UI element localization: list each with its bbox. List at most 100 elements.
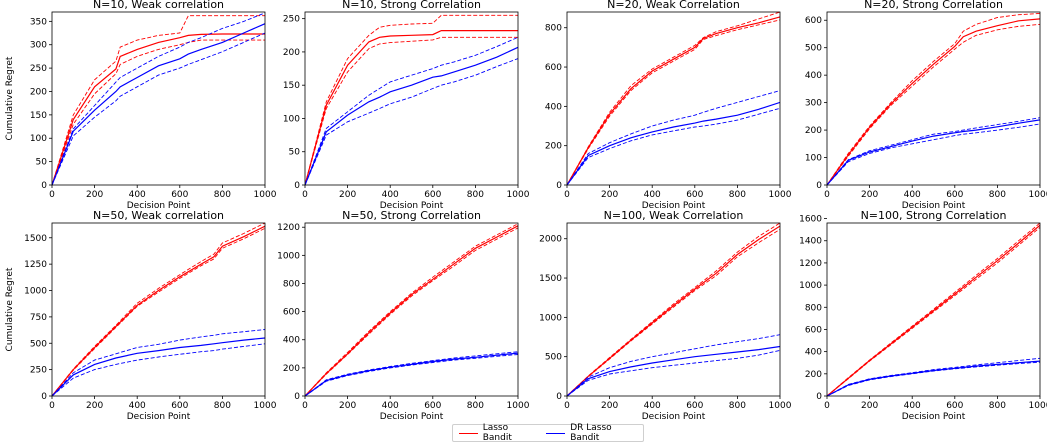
x-tick-label: 800 — [729, 401, 746, 411]
panel-n-50-strong-correlation: N=50, Strong Correlation 0 200 400 600 800 100… — [277, 209, 530, 422]
plot-frame — [826, 222, 1041, 397]
dr-lasso-dashed-line — [52, 343, 265, 396]
dr-lasso-solid-line — [567, 101, 780, 185]
legend-label-dr-lasso: DR Lasso Bandit — [570, 423, 612, 443]
plot-frame — [566, 222, 781, 397]
x-tick-label: 1000 — [507, 401, 530, 411]
y-tick-label: 0 — [294, 392, 300, 402]
plot-frame — [304, 222, 519, 397]
x-tick-label: 600 — [686, 401, 703, 411]
y-tick-label: 400 — [805, 348, 822, 358]
lasso-solid-line — [827, 18, 1040, 185]
y-axis-label: Cumulative Regret — [5, 267, 15, 351]
y-tick-label: 600 — [805, 325, 822, 335]
x-tick-label: 400 — [904, 190, 921, 200]
dr-lasso-solid-line — [52, 337, 265, 396]
y-tick-label: 300 — [30, 41, 47, 51]
x-tick-label: 800 — [467, 190, 484, 200]
x-axis-label: Decision Point — [127, 201, 191, 211]
lasso-solid-line — [827, 224, 1040, 396]
x-tick-label: 600 — [946, 190, 963, 200]
panel-title: N=20, Weak Correlation — [607, 0, 740, 11]
y-tick-label: 600 — [805, 16, 822, 26]
lasso-dashed-line — [827, 227, 1040, 396]
y-tick-label: 0 — [41, 181, 47, 191]
lasso-dashed-line — [827, 23, 1040, 185]
x-tick-label: 1000 — [1029, 401, 1047, 411]
y-tick-label: 1500 — [24, 234, 47, 244]
y-tick-label: 200 — [283, 364, 300, 374]
y-tick-label: 50 — [36, 158, 48, 168]
x-tick-label: 0 — [824, 190, 830, 200]
dr-lasso-dashed-line — [305, 36, 518, 185]
x-tick-label: 1000 — [769, 190, 792, 200]
lasso-solid-line — [305, 30, 518, 185]
y-tick-label: 500 — [545, 353, 562, 363]
lasso-dashed-line — [52, 39, 265, 185]
dr-lasso-dashed-line — [52, 12, 265, 185]
x-axis-label: Decision Point — [642, 412, 706, 422]
panel-n-10-weak-correlation: N=10, Weak correlation 0 200 400 600 800 1000 0… — [5, 0, 277, 211]
panel-title: N=10, Strong Correlation — [342, 0, 481, 11]
dr-lasso-solid-line — [52, 23, 265, 185]
dr-lasso-solid-line — [827, 360, 1040, 396]
x-tick-label: 400 — [644, 190, 661, 200]
y-tick-label: 1000 — [799, 281, 822, 291]
panel-title: N=50, Weak correlation — [93, 209, 224, 222]
y-tick-label: 1400 — [799, 237, 822, 247]
dr-lasso-solid-line — [567, 345, 780, 396]
x-tick-label: 200 — [86, 190, 103, 200]
y-tick-label: 250 — [30, 64, 47, 74]
x-tick-label: 1000 — [769, 401, 792, 411]
x-tick-label: 0 — [49, 190, 55, 200]
y-tick-label: 500 — [30, 339, 47, 349]
x-tick-label: 1000 — [1029, 190, 1047, 200]
x-tick-label: 1000 — [254, 401, 277, 411]
x-tick-label: 200 — [861, 401, 878, 411]
dr-lasso-dashed-line — [305, 354, 518, 396]
dr-lasso-solid-line — [305, 352, 518, 396]
dr-lasso-dashed-line — [52, 329, 265, 396]
y-tick-label: 200 — [30, 87, 47, 97]
y-tick-label: 500 — [805, 44, 822, 54]
plot-frame — [51, 11, 266, 186]
legend-swatch-dr-lasso — [546, 432, 566, 434]
x-axis-label: Decision Point — [902, 412, 966, 422]
dr-lasso-dashed-line — [305, 351, 518, 396]
dr-lasso-solid-line — [827, 119, 1040, 185]
x-tick-label: 800 — [729, 190, 746, 200]
y-tick-label: 350 — [30, 17, 47, 27]
x-tick-label: 600 — [946, 401, 963, 411]
y-tick-label: 100 — [283, 114, 300, 124]
x-tick-label: 400 — [129, 401, 146, 411]
dr-lasso-dashed-line — [827, 361, 1040, 396]
y-tick-label: 800 — [545, 24, 562, 34]
x-tick-label: 400 — [382, 401, 399, 411]
plot-frame — [51, 222, 266, 397]
legend: Lasso Bandit DR Lasso Bandit — [452, 423, 644, 443]
lasso-dashed-line — [567, 19, 780, 185]
y-tick-label: 1200 — [277, 223, 300, 233]
x-axis-label: Decision Point — [127, 412, 191, 422]
lasso-dashed-line — [567, 11, 780, 185]
y-tick-label: 600 — [545, 63, 562, 73]
y-tick-label: 200 — [545, 142, 562, 152]
x-tick-label: 200 — [86, 401, 103, 411]
panel-title: N=100, Strong Correlation — [861, 209, 1007, 222]
y-tick-label: 150 — [30, 111, 47, 121]
y-tick-label: 2000 — [539, 235, 562, 245]
lasso-solid-line — [52, 33, 265, 185]
x-tick-label: 400 — [644, 401, 661, 411]
lasso-dashed-line — [52, 222, 265, 396]
dr-lasso-dashed-line — [567, 107, 780, 185]
y-tick-label: 400 — [545, 102, 562, 112]
panel-n-50-weak-correlation: N=50, Weak correlation 0 200 400 600 800 1000 0… — [5, 209, 277, 422]
dr-lasso-dashed-line — [827, 117, 1040, 185]
x-tick-label: 600 — [686, 190, 703, 200]
x-tick-label: 600 — [424, 190, 441, 200]
dr-lasso-solid-line — [305, 46, 518, 185]
legend-swatch-lasso — [459, 432, 478, 434]
x-tick-label: 200 — [339, 190, 356, 200]
plot-frame — [566, 11, 781, 186]
